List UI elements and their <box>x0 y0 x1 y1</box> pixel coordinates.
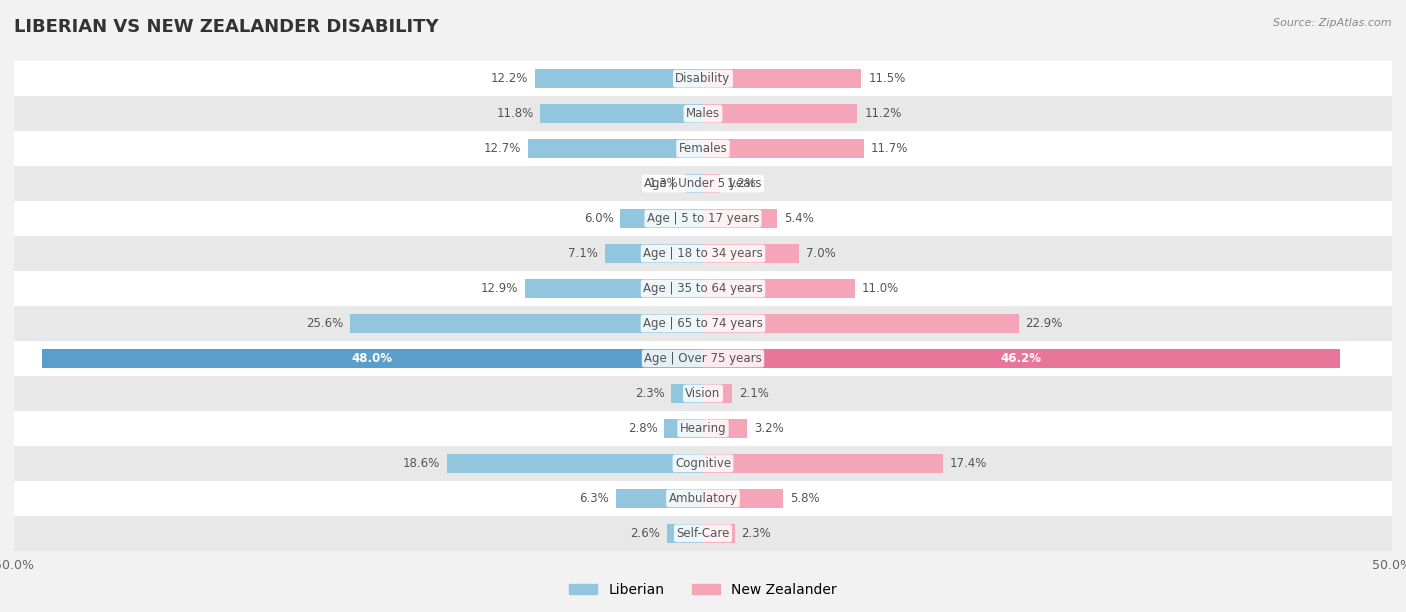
Bar <box>668 524 703 543</box>
Text: Age | Over 75 years: Age | Over 75 years <box>644 352 762 365</box>
Text: 25.6%: 25.6% <box>307 317 343 330</box>
Bar <box>703 314 1018 333</box>
Text: Ambulatory: Ambulatory <box>668 492 738 505</box>
Text: 11.7%: 11.7% <box>872 142 908 155</box>
Text: LIBERIAN VS NEW ZEALANDER DISABILITY: LIBERIAN VS NEW ZEALANDER DISABILITY <box>14 18 439 36</box>
Bar <box>14 516 1392 551</box>
Text: 11.8%: 11.8% <box>496 107 533 120</box>
Bar <box>14 96 1392 131</box>
Bar <box>703 174 720 193</box>
Text: 12.9%: 12.9% <box>481 282 519 295</box>
Bar <box>14 376 1392 411</box>
Bar <box>14 341 1392 376</box>
Bar <box>447 453 703 473</box>
Text: 2.3%: 2.3% <box>741 527 772 540</box>
Text: 2.3%: 2.3% <box>634 387 665 400</box>
Text: 48.0%: 48.0% <box>352 352 392 365</box>
Text: 12.7%: 12.7% <box>484 142 522 155</box>
Bar <box>605 244 703 263</box>
Text: 2.6%: 2.6% <box>630 527 661 540</box>
Bar <box>703 453 943 473</box>
Text: 11.5%: 11.5% <box>869 72 905 85</box>
Text: Vision: Vision <box>685 387 721 400</box>
Text: 7.0%: 7.0% <box>807 247 837 260</box>
Bar <box>703 524 735 543</box>
Text: 1.3%: 1.3% <box>648 177 678 190</box>
Bar <box>350 314 703 333</box>
Text: Age | 65 to 74 years: Age | 65 to 74 years <box>643 317 763 330</box>
Text: 5.8%: 5.8% <box>790 492 820 505</box>
Text: Disability: Disability <box>675 72 731 85</box>
Text: Age | Under 5 years: Age | Under 5 years <box>644 177 762 190</box>
Text: Source: ZipAtlas.com: Source: ZipAtlas.com <box>1274 18 1392 28</box>
Text: Age | 35 to 64 years: Age | 35 to 64 years <box>643 282 763 295</box>
Text: 46.2%: 46.2% <box>1001 352 1042 365</box>
Bar <box>703 489 783 508</box>
Bar <box>703 384 733 403</box>
Bar <box>703 69 862 88</box>
Bar <box>14 411 1392 446</box>
Text: Self-Care: Self-Care <box>676 527 730 540</box>
Bar <box>685 174 703 193</box>
Text: Cognitive: Cognitive <box>675 457 731 470</box>
Bar <box>671 384 703 403</box>
Text: 22.9%: 22.9% <box>1025 317 1063 330</box>
Bar <box>540 104 703 123</box>
Bar <box>703 244 800 263</box>
Bar <box>14 446 1392 481</box>
Bar <box>703 104 858 123</box>
Text: 3.2%: 3.2% <box>754 422 783 435</box>
Bar <box>14 61 1392 96</box>
Text: Age | 5 to 17 years: Age | 5 to 17 years <box>647 212 759 225</box>
Bar <box>526 279 703 298</box>
Text: 12.2%: 12.2% <box>491 72 529 85</box>
Text: Age | 18 to 34 years: Age | 18 to 34 years <box>643 247 763 260</box>
Bar <box>703 209 778 228</box>
Bar <box>665 419 703 438</box>
Text: 1.2%: 1.2% <box>727 177 756 190</box>
Text: Hearing: Hearing <box>679 422 727 435</box>
Bar <box>703 349 1340 368</box>
Text: 11.2%: 11.2% <box>865 107 901 120</box>
Bar <box>14 481 1392 516</box>
Text: 6.3%: 6.3% <box>579 492 609 505</box>
Bar <box>42 349 703 368</box>
Bar <box>14 201 1392 236</box>
Bar <box>14 166 1392 201</box>
Text: 2.1%: 2.1% <box>738 387 769 400</box>
Text: 5.4%: 5.4% <box>785 212 814 225</box>
Text: Females: Females <box>679 142 727 155</box>
Bar <box>534 69 703 88</box>
Text: 6.0%: 6.0% <box>583 212 613 225</box>
Bar <box>703 419 747 438</box>
Text: Males: Males <box>686 107 720 120</box>
Bar <box>14 271 1392 306</box>
Bar <box>616 489 703 508</box>
Legend: Liberian, New Zealander: Liberian, New Zealander <box>564 578 842 603</box>
Bar <box>703 139 865 159</box>
Bar <box>14 236 1392 271</box>
Bar <box>529 139 703 159</box>
Text: 7.1%: 7.1% <box>568 247 599 260</box>
Bar <box>14 131 1392 166</box>
Text: 18.6%: 18.6% <box>402 457 440 470</box>
Text: 17.4%: 17.4% <box>949 457 987 470</box>
Bar <box>620 209 703 228</box>
Bar <box>703 279 855 298</box>
Text: 11.0%: 11.0% <box>862 282 898 295</box>
Bar <box>14 306 1392 341</box>
Text: 2.8%: 2.8% <box>628 422 658 435</box>
